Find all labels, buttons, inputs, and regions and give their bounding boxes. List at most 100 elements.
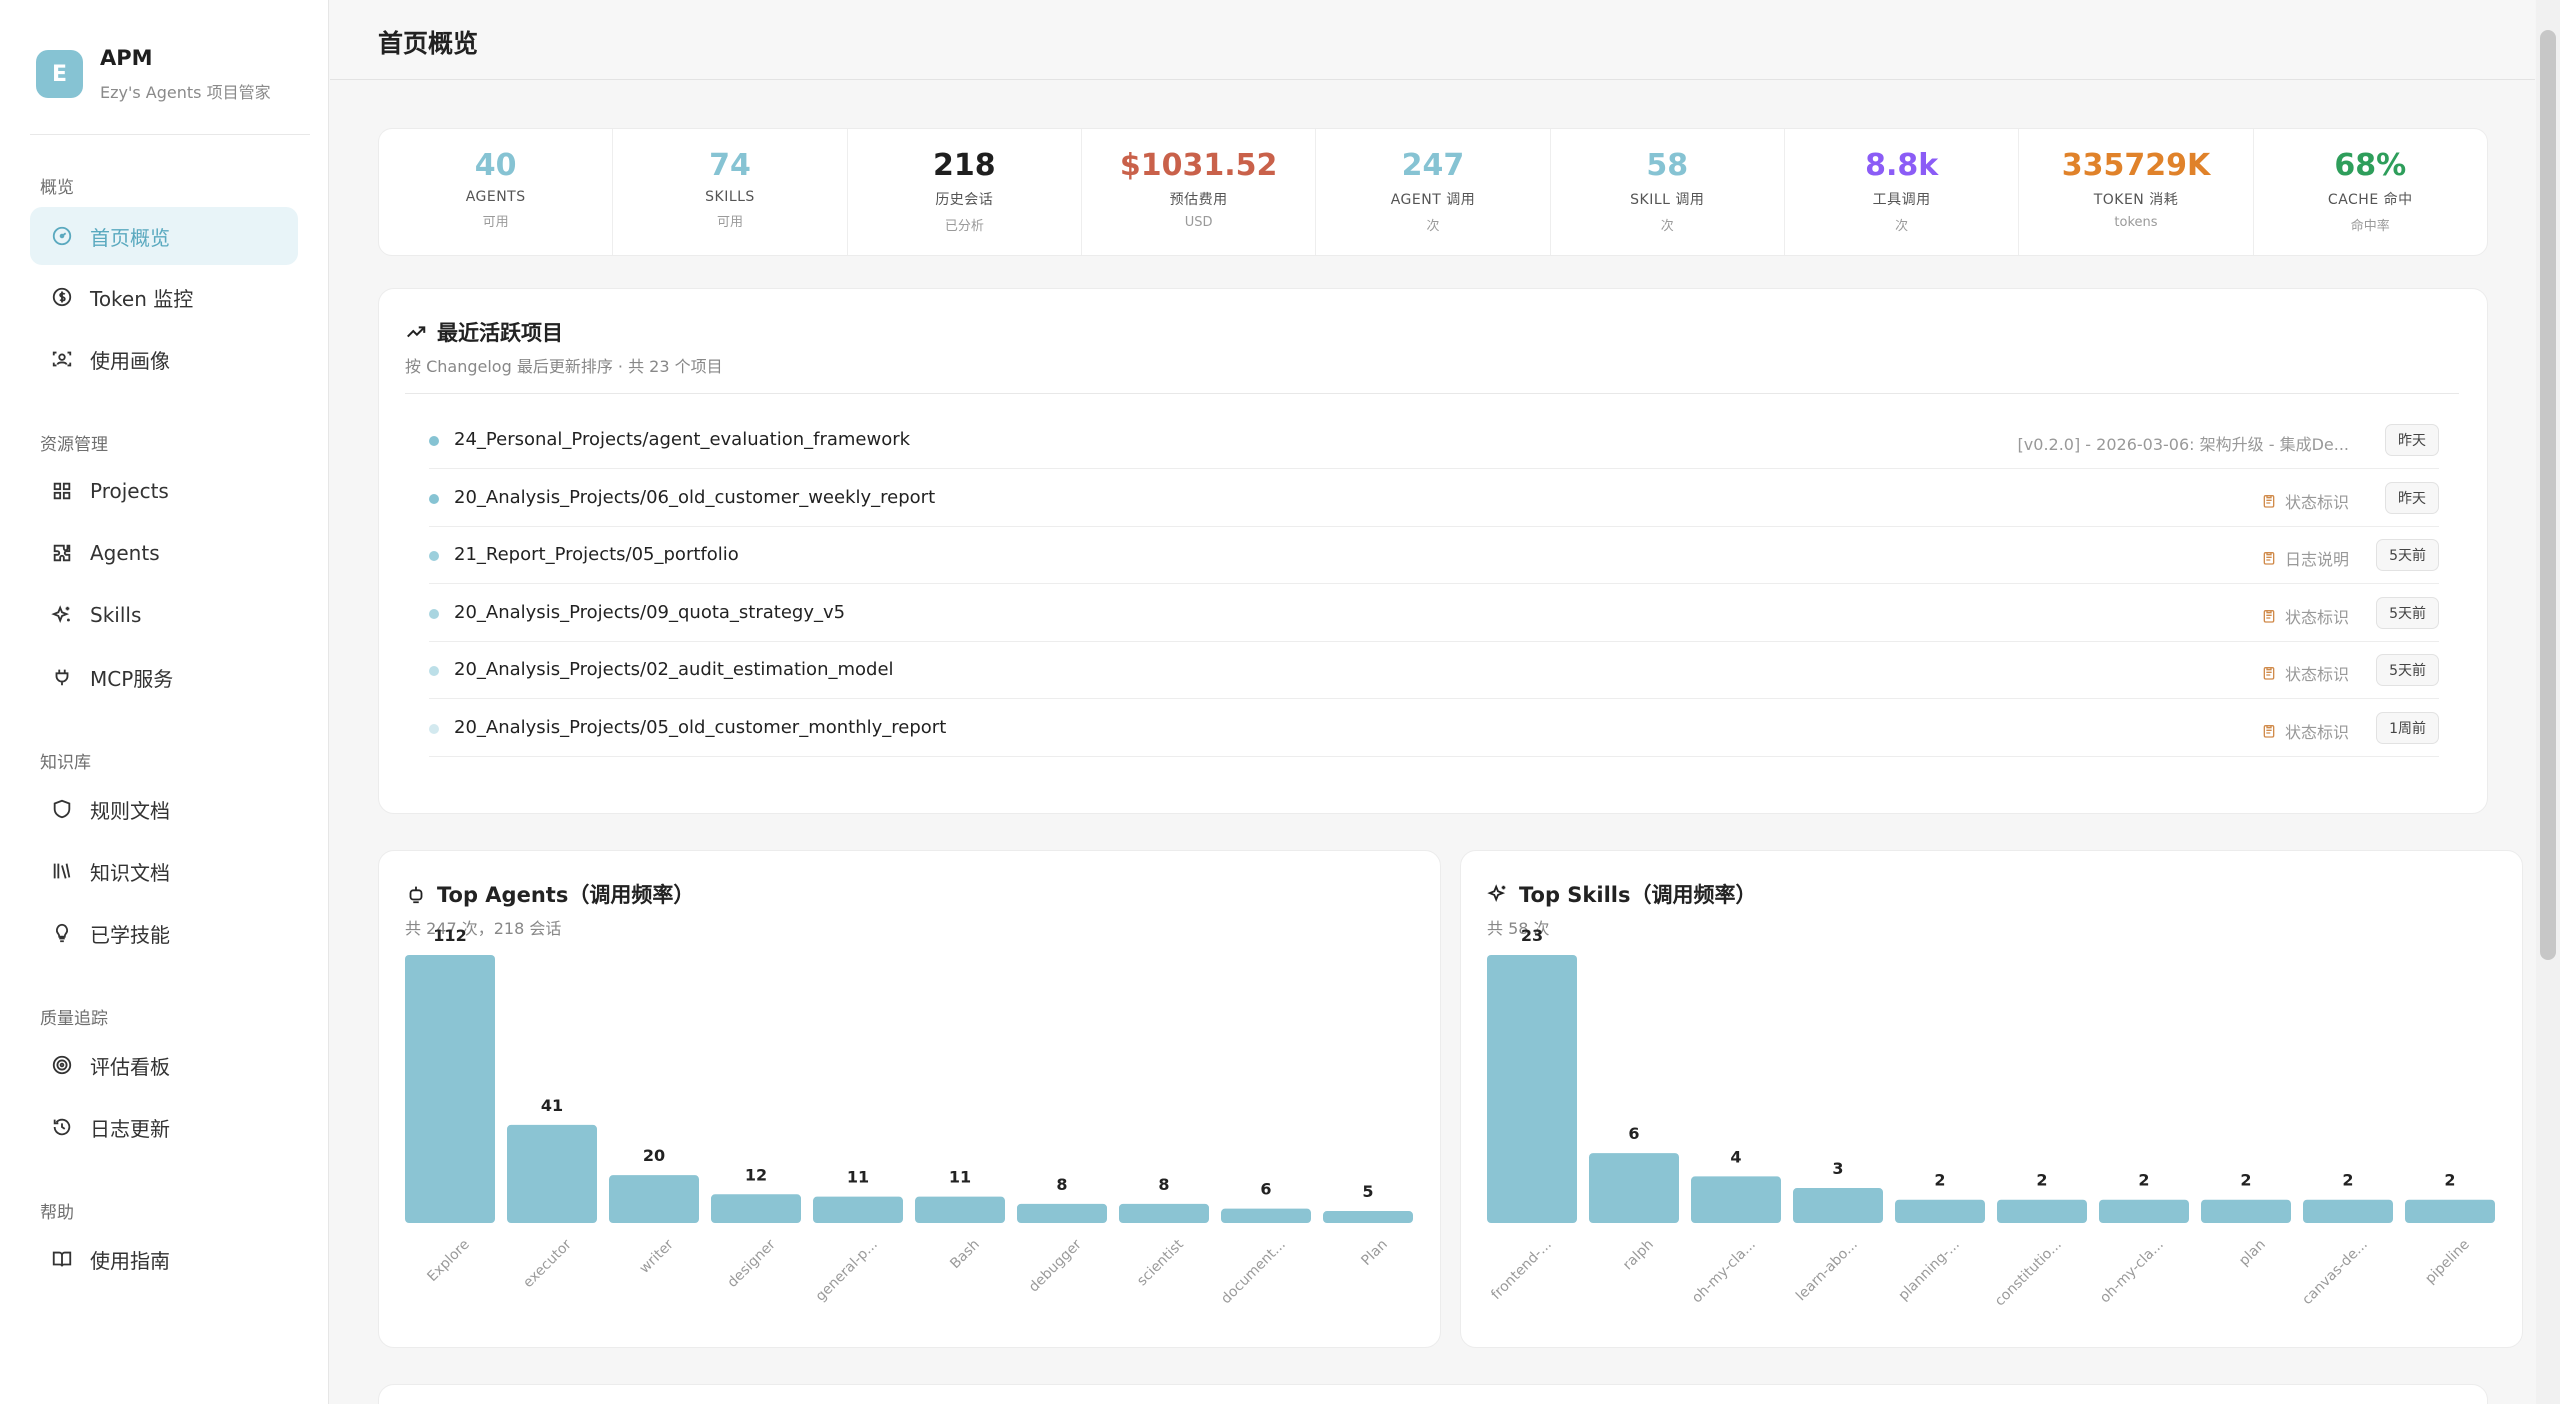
stat-card: 68% CACHE 命中 命中率 — [2254, 129, 2487, 255]
bar-category-label: debugger — [1026, 1236, 1085, 1295]
bar[interactable] — [405, 955, 495, 1223]
stat-card: 74 SKILLS 可用 — [613, 129, 848, 255]
sidebar-item-mcp[interactable]: MCP服务 — [30, 648, 298, 706]
bar[interactable] — [915, 1196, 1005, 1223]
sidebar-item-skills[interactable]: Skills — [30, 586, 298, 644]
project-name[interactable]: 20_Analysis_Projects/06_old_customer_wee… — [454, 486, 936, 508]
bar-category-label: planning-... — [1896, 1237, 1963, 1304]
project-name[interactable]: 24_Personal_Projects/agent_evaluation_fr… — [454, 429, 911, 450]
project-note-text: 状态标识 — [2284, 492, 2349, 512]
bar-value-label: 8 — [1158, 1175, 1169, 1194]
bar-value-label: 2 — [2036, 1171, 2047, 1190]
sidebar-item-knowledge[interactable]: 知识文档 — [30, 842, 298, 900]
stat-card: 40 AGENTS 可用 — [379, 129, 614, 255]
project-name[interactable]: 21_Report_Projects/05_portfolio — [454, 544, 739, 565]
bar[interactable] — [1017, 1203, 1107, 1223]
book-icon — [50, 1247, 74, 1271]
bar-category-label: executor — [520, 1236, 575, 1291]
sidebar-item-learned[interactable]: 已学技能 — [30, 904, 298, 962]
scrollbar-thumb[interactable] — [2540, 30, 2556, 960]
bar[interactable] — [1691, 1176, 1781, 1223]
sidebar-item-eval[interactable]: 评估看板 — [30, 1036, 298, 1094]
sidebar-item-guide[interactable]: 使用指南 — [30, 1230, 298, 1288]
scan-user-icon — [50, 347, 74, 371]
top-skills-card: Top Skills（调用频率） 共 58 次 23 frontend-... 6 r… — [1460, 850, 2523, 1348]
page-header: 首页概览 — [330, 0, 2535, 80]
bar[interactable] — [1221, 1208, 1311, 1223]
sidebar-item-label: 评估看板 — [90, 1054, 170, 1079]
trending-up-icon — [407, 326, 426, 338]
puzzle-icon — [50, 541, 74, 565]
bar[interactable] — [1487, 955, 1577, 1223]
sidebar-item-label: Token 监控 — [90, 286, 194, 311]
stat-label: AGENTS — [465, 189, 526, 205]
bar[interactable] — [1119, 1203, 1209, 1223]
bar[interactable] — [711, 1194, 801, 1223]
card-title: Top Skills（调用频率） — [1487, 879, 1757, 909]
nav-group-quality: 质量追踪 — [40, 1009, 108, 1029]
project-row[interactable]: 20_Analysis_Projects/02_audit_estimation… — [429, 642, 2439, 699]
stat-sub: 次 — [1660, 219, 1674, 234]
bot-icon — [409, 886, 423, 904]
bar[interactable] — [2201, 1199, 2291, 1223]
sidebar: E APM Ezy's Agents 项目管家 概览 首页概览 Token 监控… — [0, 0, 329, 1404]
sidebar-item-label: Skills — [90, 603, 142, 627]
stat-value: 68% — [2334, 148, 2407, 183]
stat-value: 58 — [1646, 148, 1689, 183]
bar-value-label: 4 — [1730, 1147, 1741, 1166]
bar[interactable] — [1793, 1188, 1883, 1223]
bar[interactable] — [1589, 1153, 1679, 1223]
project-note: 状态标识 — [2261, 489, 2349, 513]
stat-sub: tokens — [2114, 215, 2158, 230]
sidebar-item-changelog[interactable]: 日志更新 — [30, 1098, 298, 1156]
sidebar-item-label: 首页概览 — [90, 225, 170, 250]
project-row[interactable]: 20_Analysis_Projects/05_old_customer_mon… — [429, 700, 2439, 757]
project-row[interactable]: 20_Analysis_Projects/06_old_customer_wee… — [429, 470, 2439, 527]
bar[interactable] — [1895, 1199, 1985, 1223]
bar-category-label: learn-abo... — [1793, 1237, 1861, 1305]
stat-card: 8.8k 工具调用次 — [1785, 129, 2020, 255]
card-title: Top Agents（调用频率） — [405, 879, 694, 909]
bar-value-label: 41 — [541, 1096, 563, 1115]
scrollbar[interactable] — [2536, 0, 2560, 1404]
sidebar-item-home[interactable]: 首页概览 — [30, 207, 298, 265]
bar[interactable] — [1323, 1211, 1413, 1223]
project-name[interactable]: 20_Analysis_Projects/02_audit_estimation… — [454, 659, 894, 680]
clipboard-icon — [2263, 724, 2275, 738]
bar-value-label: 23 — [1521, 926, 1543, 945]
stat-value: 74 — [709, 148, 751, 183]
bar[interactable] — [2303, 1199, 2393, 1223]
sidebar-item-usage[interactable]: 使用画像 — [30, 330, 298, 388]
recent-title: 最近活跃项目 — [437, 321, 563, 345]
bar[interactable] — [507, 1124, 597, 1223]
bar-category-label: pipeline — [2422, 1237, 2473, 1288]
sidebar-item-label: 使用画像 — [90, 348, 170, 373]
stat-card: 335729K TOKEN 消耗 tokens — [2019, 129, 2254, 255]
stat-value: 247 — [1401, 148, 1465, 183]
status-dot — [429, 436, 439, 446]
sidebar-item-projects[interactable]: Projects — [30, 462, 298, 520]
card-title: 最近活跃项目 — [405, 317, 563, 347]
sidebar-item-agents[interactable]: Agents — [30, 524, 298, 582]
bar-category-label: Plan — [1358, 1237, 1390, 1269]
time-badge: 昨天 — [2385, 424, 2439, 456]
bar[interactable] — [1997, 1199, 2087, 1223]
bar[interactable] — [2099, 1199, 2189, 1223]
sidebar-item-token[interactable]: Token 监控 — [30, 268, 298, 326]
sidebar-item-rules[interactable]: 规则文档 — [30, 780, 298, 838]
bar[interactable] — [609, 1175, 699, 1223]
project-row[interactable]: 20_Analysis_Projects/09_quota_strategy_v… — [429, 585, 2439, 642]
app-subtitle: Ezy's Agents 项目管家 — [100, 83, 271, 102]
time-badge: 昨天 — [2385, 481, 2439, 514]
project-note: 状态标识 — [2261, 604, 2349, 628]
project-note: 状态标识 — [2261, 719, 2349, 743]
bar[interactable] — [2405, 1199, 2495, 1223]
stat-label: SKILL 调用 — [1630, 192, 1705, 208]
top-agents-title: Top Agents（调用频率） — [437, 883, 695, 907]
bar[interactable] — [813, 1196, 903, 1223]
project-row[interactable]: 24_Personal_Projects/agent_evaluation_fr… — [429, 412, 2439, 469]
project-row[interactable]: 21_Report_Projects/05_portfolio 日志说明 5天前 — [429, 527, 2439, 584]
project-name[interactable]: 20_Analysis_Projects/05_old_customer_mon… — [454, 716, 947, 738]
project-name[interactable]: 20_Analysis_Projects/09_quota_strategy_v… — [454, 601, 846, 623]
sidebar-item-label: 规则文档 — [90, 798, 170, 823]
